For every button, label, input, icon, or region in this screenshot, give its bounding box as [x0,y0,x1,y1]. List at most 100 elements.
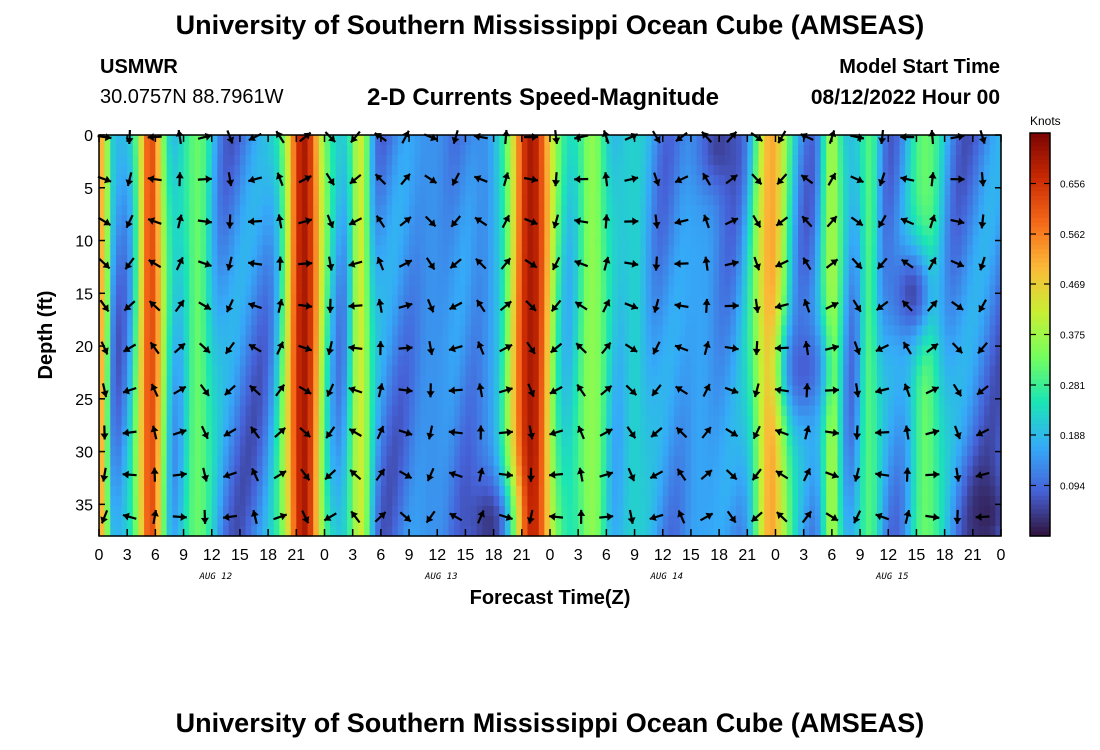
heatmap-cell [386,305,393,317]
heatmap-cell [245,475,252,487]
heatmap-cell [223,205,230,216]
heatmap-cell [561,475,568,487]
heatmap-cell [651,175,658,186]
heatmap-cell [194,455,202,467]
heatmap-cell [538,465,545,477]
heatmap-cell [674,505,681,517]
heatmap-cell [595,195,602,206]
heatmap-cell [606,335,613,347]
heatmap-cell [324,315,331,327]
heatmap-cell [414,265,421,276]
heatmap-cell [550,365,557,377]
heatmap-cell [612,515,619,527]
heatmap-cell [149,355,156,367]
heatmap-cell [110,275,117,286]
heatmap-cell [138,275,145,286]
heatmap-cell [251,265,258,276]
heatmap-cell [200,275,207,286]
heatmap-cell [566,485,574,497]
heatmap-cell [657,265,664,276]
heatmap-cell [736,175,743,186]
heatmap-cell [674,255,681,266]
heatmap-cell [724,405,731,417]
heatmap-cell [341,485,348,497]
heatmap-cell [578,135,585,146]
heatmap-cell [341,515,348,527]
heatmap-cell [550,185,557,196]
heatmap-cell [228,505,235,517]
heatmap-cell [617,165,624,176]
heatmap-cell [166,385,173,397]
heatmap-cell [612,175,619,186]
heatmap-cell [781,415,788,427]
heatmap-cell [674,245,681,256]
heatmap-cell [792,195,799,206]
heatmap-cell [583,395,591,407]
heatmap-cell [420,385,427,397]
heatmap-cell [471,425,478,437]
heatmap-cell [155,485,162,497]
heatmap-cell [358,455,365,467]
heatmap-cell [578,375,585,387]
heatmap-cell [397,435,405,447]
heatmap-cell [313,515,320,527]
heatmap-cell [521,155,529,166]
heatmap-cell [527,405,534,417]
heatmap-cell [166,245,173,256]
heatmap-cell [617,455,624,467]
heatmap-cell [668,385,675,397]
heatmap-cell [409,205,416,216]
heatmap-cell [493,145,500,156]
heatmap-cell [318,425,326,437]
heatmap-cell [764,235,771,246]
heatmap-cell [600,465,607,477]
heatmap-cell [437,495,444,507]
heatmap-cell [499,265,506,276]
heatmap-cell [262,185,269,196]
heatmap-cell [471,345,478,357]
heatmap-cell [296,255,303,266]
heatmap-cell [690,235,698,246]
heatmap-cell [183,405,190,417]
heatmap-cell [414,415,421,427]
heatmap-cell [589,185,596,196]
heatmap-cell [172,205,179,216]
heatmap-cell [538,455,545,467]
heatmap-cell [736,345,743,357]
heatmap-cell [516,285,523,297]
heatmap-cell [786,355,794,367]
heatmap-cell [583,425,591,437]
heatmap-cell [752,445,760,457]
heatmap-cell [104,365,111,377]
heatmap-cell [752,245,760,256]
heatmap-cell [200,485,207,497]
heatmap-cell [166,225,173,236]
heatmap-cell [696,215,703,226]
heatmap-cell [285,165,292,176]
heatmap-cell [358,185,365,196]
heatmap-cell [719,235,726,246]
heatmap-cell [741,285,748,297]
heatmap-cell [550,255,557,266]
heatmap-cell [206,165,213,176]
heatmap-cell [775,225,782,236]
heatmap-cell [786,185,794,196]
heatmap-cell [290,175,297,186]
heatmap-cell [696,485,703,497]
heatmap-cell [251,415,258,427]
heatmap-cell [493,175,500,186]
heatmap-cell [431,315,438,327]
heatmap-cell [206,435,213,447]
heatmap-cell [538,165,545,176]
heatmap-cell [487,135,495,146]
heatmap-cell [223,505,230,517]
heatmap-cell [482,165,489,176]
heatmap-cell [713,395,720,407]
heatmap-cell [752,285,760,297]
heatmap-cell [369,225,376,236]
heatmap-cell [555,215,562,226]
heatmap-cell [600,455,607,467]
heatmap-cell [674,475,681,487]
heatmap-cell [245,435,252,447]
heatmap-cell [674,145,681,156]
